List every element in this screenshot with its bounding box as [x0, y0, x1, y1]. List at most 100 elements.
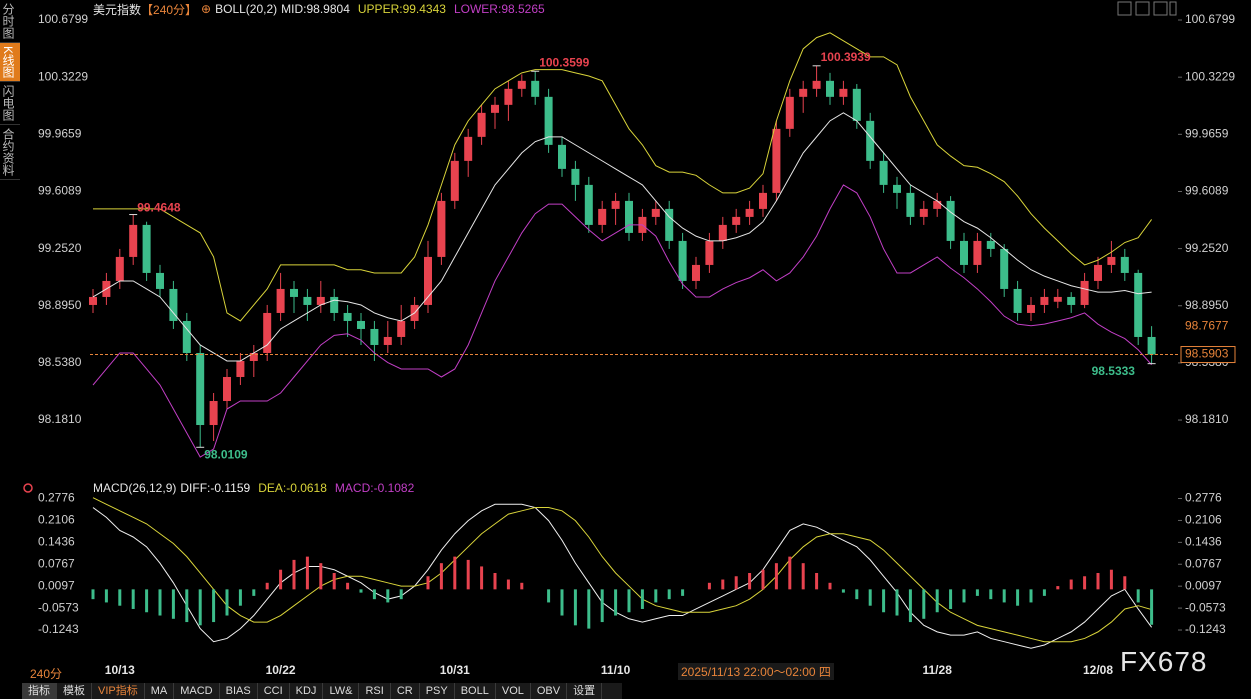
macd-legend: MACD(26,12,9) DIFF:-0.1159DEA:-0.0618MAC… [93, 480, 422, 496]
legend-value: -0.1082 [374, 481, 415, 495]
candle-body [719, 225, 727, 241]
y-tick-label: -0.0573 [38, 600, 79, 614]
toolbar-item[interactable]: CCI [258, 683, 290, 699]
toolbar-item[interactable]: OBV [531, 683, 567, 699]
candle-body [397, 321, 405, 337]
candle-body [451, 161, 459, 201]
candle-body [129, 225, 137, 257]
legend-name: MACD: [335, 481, 374, 495]
toolbar-item[interactable]: RSI [359, 683, 390, 699]
macd-line [93, 504, 1152, 648]
toolbar-item[interactable]: 模板 [57, 683, 92, 699]
sidebar-tab[interactable]: 合约资料 [0, 125, 20, 180]
toolbar-item[interactable]: BOLL [455, 683, 496, 699]
candle-body [464, 137, 472, 161]
legend-name: LOWER: [454, 2, 501, 16]
toolbar-item[interactable]: KDJ [290, 683, 324, 699]
control-button[interactable] [1118, 2, 1131, 15]
sidebar-tab[interactable]: 分时图 [0, 0, 20, 43]
boll-line [93, 113, 1152, 361]
toolbar-item[interactable]: VOL [496, 683, 531, 699]
legend-name: DEA: [258, 481, 286, 495]
candle-body [585, 185, 593, 225]
candle-body [759, 193, 767, 209]
candle-body [920, 209, 928, 217]
candle-body [384, 337, 392, 345]
legend-name: UPPER: [358, 2, 403, 16]
control-button[interactable] [1154, 2, 1167, 15]
candle-body [277, 289, 285, 313]
candle-body [330, 297, 338, 313]
y-tick-label: 99.6089 [38, 184, 82, 198]
y-tick-label-right: 99.9659 [1185, 126, 1229, 140]
y-tick-label: 98.8950 [38, 298, 82, 312]
toolbar-item[interactable]: MACD [174, 683, 219, 699]
last-price-label: 98.5903 [1185, 347, 1229, 361]
toolbar-item[interactable]: LW& [323, 683, 359, 699]
x-tick-label: 10/22 [266, 663, 296, 677]
y-tick-label-right: 0.2776 [1185, 491, 1222, 505]
candle-body [786, 97, 794, 129]
y-tick-label: 100.3229 [38, 69, 88, 83]
y-tick-label-right: 100.3229 [1185, 69, 1235, 83]
period-label[interactable]: 240分 [30, 665, 62, 682]
candle-body [89, 297, 97, 305]
y-tick-label-right: 0.2106 [1185, 513, 1222, 527]
toolbar-item[interactable]: 设置 [567, 683, 602, 699]
y-tick-label: 0.1436 [38, 535, 75, 549]
y-tick-label-right: 100.6799 [1185, 12, 1235, 26]
candle-body [746, 209, 754, 217]
candle-body [344, 313, 352, 321]
sidebar: 分时图K线图闪电图合约资料 [0, 0, 20, 180]
candle-body [1067, 297, 1075, 305]
candle-body [987, 241, 995, 249]
x-tick-label: 11/28 [923, 663, 953, 677]
candle-body [491, 105, 499, 113]
candle-body [853, 89, 861, 121]
legend-value: 98.5265 [501, 2, 544, 16]
candle-body [973, 241, 981, 265]
candle-body [143, 225, 151, 273]
y-tick-label-right: -0.0573 [1185, 600, 1226, 614]
candle-body [880, 161, 888, 185]
control-button[interactable] [1136, 2, 1149, 15]
candle-body [1027, 305, 1035, 313]
y-tick-label: 0.2106 [38, 513, 75, 527]
icon: ⊕ [201, 2, 211, 16]
window-controls[interactable] [1118, 2, 1176, 15]
y-tick-label: 0.0767 [38, 556, 75, 570]
candle-body [1134, 273, 1142, 337]
watermark: FX678 [1120, 646, 1208, 678]
candle-body [303, 297, 311, 305]
legend-value: 99.4343 [403, 2, 446, 16]
candle-body [612, 201, 620, 209]
toolbar-item[interactable]: VIP指标 [92, 683, 145, 699]
sidebar-tab[interactable]: 闪电图 [0, 82, 20, 125]
toolbar-item[interactable]: PSY [420, 683, 455, 699]
legend-name: MID: [281, 2, 306, 16]
y-tick-label-right: 99.6089 [1185, 184, 1229, 198]
candle-body [1054, 297, 1062, 302]
candle-body [571, 169, 579, 185]
toolbar-item[interactable]: 指标 [22, 683, 57, 699]
control-button[interactable] [1170, 2, 1176, 15]
candle-body [370, 329, 378, 345]
legend-name: DIFF: [180, 481, 210, 495]
y-tick-label-right: 98.1810 [1185, 412, 1229, 426]
toolbar-item[interactable]: MA [145, 683, 175, 699]
candle-body [1040, 297, 1048, 305]
candle-body [732, 217, 740, 225]
candle-body [531, 81, 539, 97]
candle-body [196, 353, 204, 425]
extreme-label: 99.4648 [137, 201, 181, 215]
toolbar-item[interactable]: CR [391, 683, 420, 699]
candle-body [116, 257, 124, 281]
candle-body [705, 241, 713, 265]
chart-title: 美元指数 [93, 1, 141, 18]
sidebar-tab[interactable]: K线图 [0, 43, 20, 82]
indicator-name: BOLL(20,2) [215, 2, 277, 16]
toolbar-item[interactable]: BIAS [220, 683, 258, 699]
y-tick-label: 98.1810 [38, 412, 82, 426]
candle-body [518, 81, 526, 89]
